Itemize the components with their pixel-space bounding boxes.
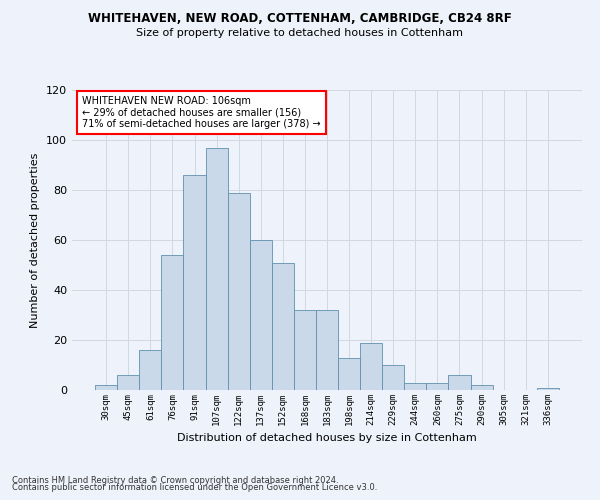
Bar [184,175,206,390]
Bar [338,358,360,390]
Bar [250,240,272,390]
Bar [206,148,227,390]
Bar [95,385,117,390]
Text: Contains public sector information licensed under the Open Government Licence v3: Contains public sector information licen… [12,484,377,492]
Bar [139,350,161,390]
Text: Contains HM Land Registry data © Crown copyright and database right 2024.: Contains HM Land Registry data © Crown c… [12,476,338,485]
Bar [161,255,184,390]
Bar [360,342,382,390]
Bar [537,388,559,390]
Bar [316,310,338,390]
Text: WHITEHAVEN NEW ROAD: 106sqm
← 29% of detached houses are smaller (156)
71% of se: WHITEHAVEN NEW ROAD: 106sqm ← 29% of det… [82,96,321,129]
Text: Size of property relative to detached houses in Cottenham: Size of property relative to detached ho… [137,28,464,38]
Y-axis label: Number of detached properties: Number of detached properties [31,152,40,328]
Bar [448,375,470,390]
Bar [227,192,250,390]
Bar [404,382,427,390]
Bar [294,310,316,390]
Bar [117,375,139,390]
X-axis label: Distribution of detached houses by size in Cottenham: Distribution of detached houses by size … [177,434,477,444]
Bar [382,365,404,390]
Bar [470,385,493,390]
Bar [272,262,294,390]
Bar [427,382,448,390]
Text: WHITEHAVEN, NEW ROAD, COTTENHAM, CAMBRIDGE, CB24 8RF: WHITEHAVEN, NEW ROAD, COTTENHAM, CAMBRID… [88,12,512,26]
